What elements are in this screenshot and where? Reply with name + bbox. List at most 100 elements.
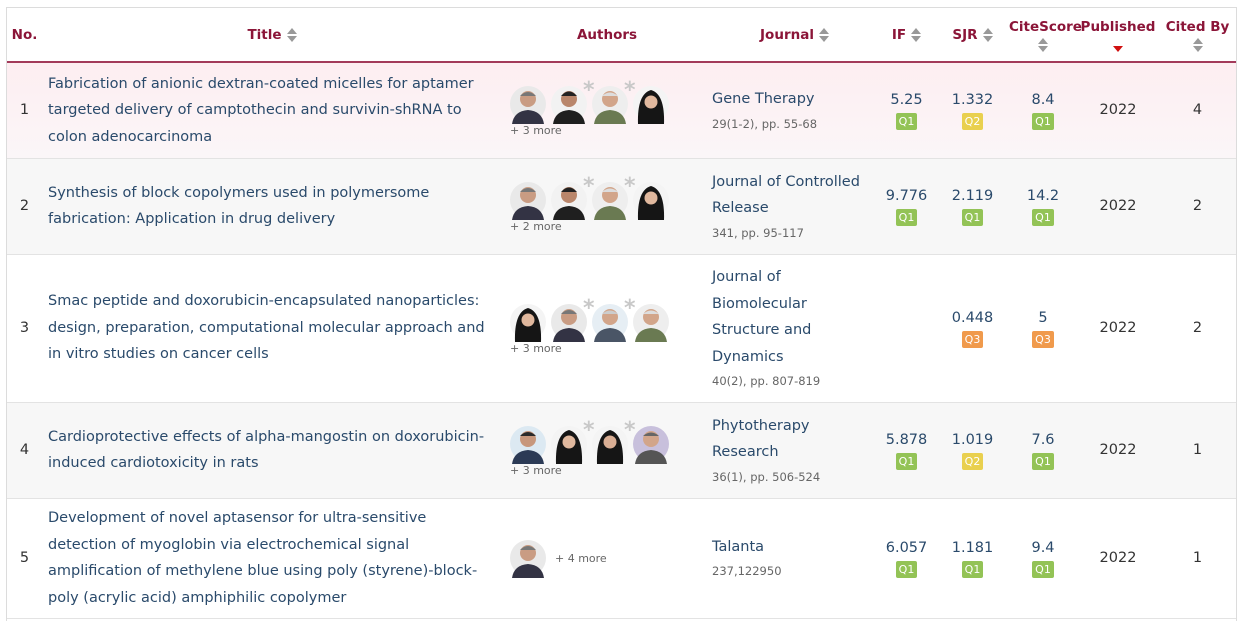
quartile-badge: Q1	[895, 560, 918, 578]
author-avatar[interactable]: *	[624, 79, 669, 124]
asterisk-icon: *	[624, 417, 636, 443]
quartile-badge: Q1	[1032, 208, 1054, 226]
sort-icon[interactable]	[818, 27, 829, 42]
author-avatar[interactable]: *	[583, 175, 628, 220]
row-number: 3	[7, 254, 42, 403]
cited-by-count: 4	[1159, 62, 1236, 159]
journal-cell: Journal of Controlled Release 341, pp. 9…	[712, 158, 877, 255]
citescore-value: 14.2	[1026, 187, 1060, 204]
journal-cell: Phytotherapy Research 36(1), pp. 506-524	[712, 402, 877, 499]
col-header-if[interactable]: IF	[877, 8, 936, 63]
author-avatar[interactable]: *	[624, 419, 669, 464]
col-header-title[interactable]: Title	[42, 8, 502, 63]
sjr-value: 1.019	[951, 431, 994, 448]
sjr-value: 2.119	[951, 187, 994, 204]
journal-link[interactable]: Journal of Controlled Release	[712, 173, 860, 217]
table-row: 2 Synthesis of block copolymers used in …	[7, 158, 1236, 255]
if-value: 5.25	[890, 91, 923, 108]
author-avatar[interactable]	[510, 180, 546, 220]
col-header-citescore[interactable]: CiteScore	[1009, 8, 1082, 63]
journal-link[interactable]: Talanta	[712, 538, 765, 555]
sjr-value: 1.181	[951, 539, 994, 556]
author-avatar[interactable]	[551, 302, 587, 342]
sort-icon[interactable]	[982, 27, 993, 42]
asterisk-icon: *	[624, 295, 636, 321]
journal-cell: Gene Therapy 29(1-2), pp. 55-68	[712, 62, 877, 159]
author-avatar[interactable]	[551, 424, 587, 464]
more-authors-link[interactable]: + 4 more	[555, 551, 607, 565]
author-avatar[interactable]	[510, 424, 546, 464]
citescore-cell: 14.2 Q1	[1009, 158, 1077, 255]
col-header-cited-by[interactable]: Cited By	[1159, 8, 1236, 63]
if-cell: 5.878 Q1	[877, 402, 936, 499]
quartile-badge: Q1	[895, 208, 918, 226]
quartile-badge: Q3	[1032, 330, 1054, 348]
if-value: 9.776	[885, 187, 928, 204]
sort-desc-icon[interactable]	[1113, 38, 1123, 52]
quartile-badge: Q2	[961, 452, 984, 470]
quartile-badge: Q1	[961, 560, 984, 578]
sort-icon[interactable]	[1038, 37, 1048, 52]
sjr-cell: 2.119 Q1	[936, 158, 1009, 255]
sort-icon[interactable]	[1192, 37, 1203, 52]
publications-table-container: No. Title Authors Journal IF SJR CiteSco…	[6, 7, 1237, 621]
author-avatar[interactable]: *	[583, 79, 628, 124]
quartile-badge: Q1	[1032, 560, 1054, 578]
quartile-badge: Q1	[895, 452, 918, 470]
citescore-cell: 7.6 Q1	[1009, 402, 1077, 499]
col-header-journal[interactable]: Journal	[712, 8, 877, 63]
author-avatar[interactable]	[551, 180, 587, 220]
asterisk-icon: *	[583, 173, 595, 199]
citescore-cell: 8.4 Q1	[1009, 62, 1077, 159]
author-avatar[interactable]	[510, 84, 546, 124]
more-authors-link[interactable]: + 3 more	[510, 123, 562, 137]
author-avatar[interactable]	[551, 84, 587, 124]
asterisk-icon: *	[624, 77, 636, 103]
authors-cell: * * + 3 more	[502, 254, 712, 403]
journal-volume: 36(1), pp. 506-524	[712, 469, 821, 484]
journal-volume: 40(2), pp. 807-819	[712, 374, 821, 388]
publication-title-link[interactable]: Cardioprotective effects of alpha-mangos…	[42, 402, 502, 499]
more-authors-link[interactable]: + 3 more	[510, 341, 562, 355]
col-header-authors: Authors	[502, 8, 712, 63]
if-cell: 9.776 Q1	[877, 158, 936, 255]
published-year: 2022	[1077, 498, 1159, 619]
citescore-value: 7.6	[1031, 431, 1055, 448]
author-avatar[interactable]: *	[624, 297, 669, 342]
published-year: 2022	[1077, 158, 1159, 255]
publication-title-link[interactable]: Synthesis of block copolymers used in po…	[42, 158, 502, 255]
sort-icon[interactable]	[286, 27, 297, 42]
quartile-badge: Q2	[961, 112, 984, 130]
sjr-cell: 1.019 Q2	[936, 402, 1009, 499]
if-cell: 6.057 Q1	[877, 498, 936, 619]
col-header-published[interactable]: Published	[1077, 8, 1159, 63]
author-avatar[interactable]: *	[583, 419, 628, 464]
sort-icon[interactable]	[911, 27, 922, 42]
authors-cell: * * + 3 more	[502, 402, 712, 499]
if-cell	[877, 254, 936, 403]
table-row: 1 Fabrication of anionic dextran-coated …	[7, 62, 1236, 159]
publication-title-link[interactable]: Fabrication of anionic dextran-coated mi…	[42, 62, 502, 159]
author-avatar[interactable]	[510, 538, 546, 578]
publication-title-link[interactable]: Development of novel aptasensor for ultr…	[42, 498, 502, 619]
publication-title-link[interactable]: Smac peptide and doxorubicin-encapsulate…	[42, 254, 502, 403]
citescore-value: 8.4	[1031, 91, 1055, 108]
more-authors-link[interactable]: + 3 more	[510, 463, 562, 477]
journal-cell: Talanta 237,122950	[712, 498, 877, 619]
sjr-value: 1.332	[951, 91, 994, 108]
cited-by-count: 2	[1159, 158, 1236, 255]
table-row: 3 Smac peptide and doxorubicin-encapsula…	[7, 254, 1236, 403]
quartile-badge: Q1	[1032, 452, 1054, 470]
asterisk-icon: *	[583, 77, 595, 103]
journal-link[interactable]: Phytotherapy Research	[712, 417, 810, 461]
col-header-sjr[interactable]: SJR	[936, 8, 1009, 63]
author-avatar[interactable]: *	[624, 175, 669, 220]
journal-link[interactable]: Journal of Biomolecular Structure and Dy…	[712, 269, 812, 365]
sjr-cell: 1.181 Q1	[936, 498, 1009, 619]
row-number: 2	[7, 158, 42, 255]
author-avatar[interactable]	[510, 302, 546, 342]
more-authors-link[interactable]: + 2 more	[510, 219, 562, 233]
asterisk-icon: *	[624, 173, 636, 199]
author-avatar[interactable]: *	[583, 297, 628, 342]
journal-link[interactable]: Gene Therapy	[712, 91, 815, 107]
